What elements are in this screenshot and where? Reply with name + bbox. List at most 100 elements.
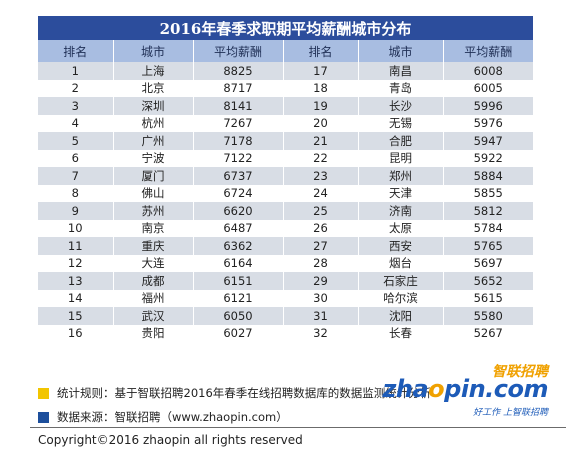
cell-city: 济南: [358, 202, 444, 220]
cell-city: 哈尔滨: [358, 289, 444, 307]
cell-salary: 5976: [443, 114, 533, 132]
cell-rank: 14: [38, 289, 114, 307]
cell-city: 贵阳: [113, 324, 194, 342]
cell-salary: 6737: [193, 167, 284, 185]
cell-rank: 13: [38, 272, 114, 290]
cell-city: 厦门: [113, 167, 194, 185]
cell-city: 重庆: [113, 237, 194, 255]
cell-city: 郑州: [358, 167, 444, 185]
cell-salary: 5765: [443, 237, 533, 255]
cell-rank: 8: [38, 184, 114, 202]
table-row: 16 贵阳 6027 32 长春 5267: [38, 324, 533, 342]
cell-rank: 19: [283, 97, 359, 115]
cell-rank: 23: [283, 167, 359, 185]
table-row: 2 北京 8717 18 青岛 6005: [38, 79, 533, 97]
cell-salary: 6027: [193, 324, 284, 342]
legend-rule: 统计规则：基于智联招聘2016年春季在线招聘数据库的数据监测统计分析: [38, 385, 431, 401]
table-row: 8 佛山 6724 24 天津 5855: [38, 184, 533, 202]
cell-city: 长春: [358, 324, 444, 342]
yellow-square-icon: [38, 387, 49, 399]
cell-salary: 6724: [193, 184, 284, 202]
cell-city: 无锡: [358, 114, 444, 132]
cell-salary: 5922: [443, 149, 533, 167]
cell-city: 石家庄: [358, 272, 444, 290]
cell-city: 长沙: [358, 97, 444, 115]
cell-salary: 6121: [193, 289, 284, 307]
table-row: 13 成都 6151 29 石家庄 5652: [38, 272, 533, 290]
table-row: 7 厦门 6737 23 郑州 5884: [38, 167, 533, 185]
cell-rank: 9: [38, 202, 114, 220]
table-header-row: 排名 城市 平均薪酬 排名 城市 平均薪酬: [38, 40, 533, 62]
cell-salary: 5996: [443, 97, 533, 115]
cell-rank: 20: [283, 114, 359, 132]
cell-salary: 5697: [443, 254, 533, 272]
table-row: 14 福州 6121 30 哈尔滨 5615: [38, 289, 533, 307]
table-row: 15 武汉 6050 31 沈阳 5580: [38, 307, 533, 325]
cell-salary: 5652: [443, 272, 533, 290]
legend-source-text: 数据来源：智联招聘（www.zhaopin.com）: [57, 410, 288, 424]
column-header-rank: 排名: [283, 40, 359, 62]
cell-city: 广州: [113, 132, 194, 150]
cell-salary: 7178: [193, 132, 284, 150]
page-title: 2016年春季求职期平均薪酬城市分布: [38, 16, 533, 40]
cell-rank: 29: [283, 272, 359, 290]
table-row: 6 宁波 7122 22 昆明 5922: [38, 149, 533, 167]
cell-city: 南京: [113, 219, 194, 237]
cell-rank: 31: [283, 307, 359, 325]
cell-city: 西安: [358, 237, 444, 255]
cell-rank: 18: [283, 79, 359, 97]
cell-salary: 5947: [443, 132, 533, 150]
cell-city: 天津: [358, 184, 444, 202]
copyright-text: Copyright©2016 zhaopin all rights reserv…: [38, 433, 303, 447]
blue-square-icon: [38, 411, 49, 423]
cell-city: 杭州: [113, 114, 194, 132]
cell-rank: 30: [283, 289, 359, 307]
cell-city: 青岛: [358, 79, 444, 97]
column-header-salary: 平均薪酬: [193, 40, 284, 62]
cell-salary: 7267: [193, 114, 284, 132]
cell-salary: 8825: [193, 62, 284, 80]
cell-city: 南昌: [358, 62, 444, 80]
legend-rule-text: 统计规则：基于智联招聘2016年春季在线招聘数据库的数据监测统计分析: [57, 386, 432, 400]
table-row: 9 苏州 6620 25 济南 5812: [38, 202, 533, 220]
column-header-city: 城市: [358, 40, 444, 62]
cell-rank: 4: [38, 114, 114, 132]
cell-city: 合肥: [358, 132, 444, 150]
cell-rank: 12: [38, 254, 114, 272]
table-row: 11 重庆 6362 27 西安 5765: [38, 237, 533, 255]
column-header-salary: 平均薪酬: [443, 40, 533, 62]
cell-city: 宁波: [113, 149, 194, 167]
cell-salary: 5615: [443, 289, 533, 307]
table-row: 3 深圳 8141 19 长沙 5996: [38, 97, 533, 115]
cell-rank: 26: [283, 219, 359, 237]
cell-salary: 5580: [443, 307, 533, 325]
cell-city: 上海: [113, 62, 194, 80]
cell-rank: 6: [38, 149, 114, 167]
table-row: 1 上海 8825 17 南昌 6008: [38, 62, 533, 80]
table-row: 12 大连 6164 28 烟台 5697: [38, 254, 533, 272]
cell-rank: 10: [38, 219, 114, 237]
cell-salary: 5784: [443, 219, 533, 237]
logo-slogan: 好工作 上智联招聘: [473, 408, 548, 418]
cell-city: 昆明: [358, 149, 444, 167]
cell-salary: 8141: [193, 97, 284, 115]
zhaopin-logo: 智联招聘 zhaopin.com 好工作 上智联招聘: [382, 361, 548, 421]
cell-rank: 22: [283, 149, 359, 167]
cell-salary: 6151: [193, 272, 284, 290]
cell-salary: 6487: [193, 219, 284, 237]
cell-rank: 16: [38, 324, 114, 342]
cell-rank: 1: [38, 62, 114, 80]
cell-rank: 5: [38, 132, 114, 150]
column-header-city: 城市: [113, 40, 194, 62]
cell-city: 沈阳: [358, 307, 444, 325]
cell-city: 佛山: [113, 184, 194, 202]
cell-city: 福州: [113, 289, 194, 307]
cell-city: 苏州: [113, 202, 194, 220]
cell-city: 烟台: [358, 254, 444, 272]
logo-chinese: 智联招聘: [492, 364, 548, 380]
cell-salary: 5267: [443, 324, 533, 342]
cell-city: 深圳: [113, 97, 194, 115]
cell-rank: 3: [38, 97, 114, 115]
salary-ranking-table: 排名 城市 平均薪酬 排名 城市 平均薪酬 1 上海 8825 17 南昌 6008 2 北京…: [38, 40, 533, 342]
cell-salary: 7122: [193, 149, 284, 167]
